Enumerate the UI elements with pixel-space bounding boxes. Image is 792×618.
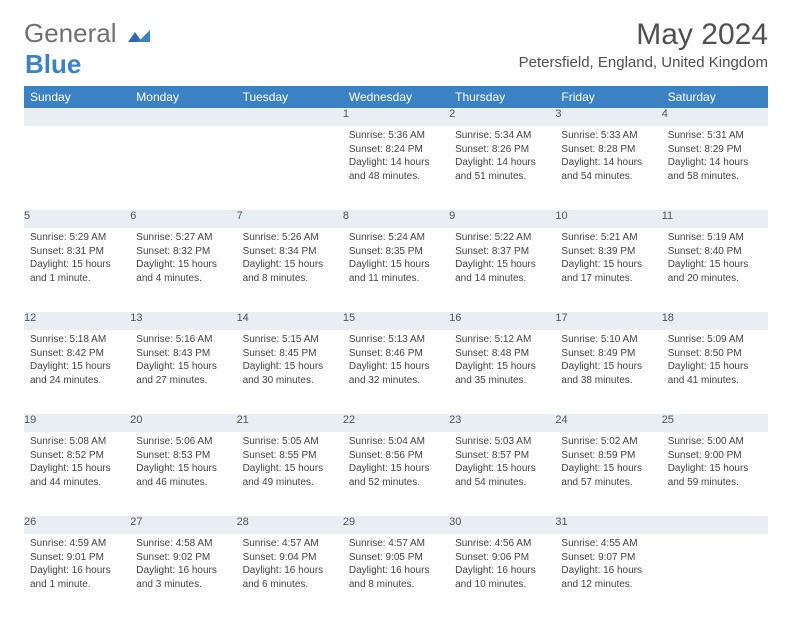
calendar-body: 1234Sunrise: 5:36 AMSunset: 8:24 PMDayli… [24,108,768,618]
day-body: Sunrise: 5:31 AMSunset: 8:29 PMDaylight:… [662,126,768,189]
location: Petersfield, England, United Kingdom [519,54,768,71]
day-body: Sunrise: 4:58 AMSunset: 9:02 PMDaylight:… [130,534,236,597]
logo: General Blue [24,18,150,80]
day-number: 9 [449,210,555,228]
day-number: 17 [555,312,661,330]
day-body: Sunrise: 5:08 AMSunset: 8:52 PMDaylight:… [24,432,130,495]
day-body: Sunrise: 5:24 AMSunset: 8:35 PMDaylight:… [343,228,449,291]
day-number: 11 [662,210,768,228]
day-number: 8 [343,210,449,228]
day-body: Sunrise: 5:16 AMSunset: 8:43 PMDaylight:… [130,330,236,393]
day-body: Sunrise: 5:13 AMSunset: 8:46 PMDaylight:… [343,330,449,393]
day-body: Sunrise: 5:26 AMSunset: 8:34 PMDaylight:… [237,228,343,291]
header-right: May 2024 Petersfield, England, United Ki… [519,18,768,71]
day-number: 12 [24,312,130,330]
day-number: 5 [24,210,130,228]
day-body: Sunrise: 5:18 AMSunset: 8:42 PMDaylight:… [24,330,130,393]
day-number: 4 [662,108,768,126]
day-number: 28 [237,516,343,534]
empty-cell [24,126,130,210]
day-body: Sunrise: 5:34 AMSunset: 8:26 PMDaylight:… [449,126,555,189]
day-body: Sunrise: 5:36 AMSunset: 8:24 PMDaylight:… [343,126,449,189]
empty-cell [662,534,768,618]
day-body: Sunrise: 5:29 AMSunset: 8:31 PMDaylight:… [24,228,130,291]
weekday-header: Sunday [24,86,130,108]
day-body: Sunrise: 5:03 AMSunset: 8:57 PMDaylight:… [449,432,555,495]
day-body: Sunrise: 5:09 AMSunset: 8:50 PMDaylight:… [662,330,768,393]
day-body: Sunrise: 5:12 AMSunset: 8:48 PMDaylight:… [449,330,555,393]
day-number: 20 [130,414,236,432]
day-number: 29 [343,516,449,534]
day-body: Sunrise: 5:33 AMSunset: 8:28 PMDaylight:… [555,126,661,189]
day-body: Sunrise: 5:21 AMSunset: 8:39 PMDaylight:… [555,228,661,291]
weekday-header: Tuesday [237,86,343,108]
day-number: 23 [449,414,555,432]
day-number: 27 [130,516,236,534]
day-body: Sunrise: 4:55 AMSunset: 9:07 PMDaylight:… [555,534,661,597]
day-body: Sunrise: 5:19 AMSunset: 8:40 PMDaylight:… [662,228,768,291]
day-body: Sunrise: 4:57 AMSunset: 9:05 PMDaylight:… [343,534,449,597]
day-number: 30 [449,516,555,534]
day-number: 6 [130,210,236,228]
day-body: Sunrise: 4:57 AMSunset: 9:04 PMDaylight:… [237,534,343,597]
weekday-header: Wednesday [343,86,449,108]
day-body: Sunrise: 4:59 AMSunset: 9:01 PMDaylight:… [24,534,130,597]
day-body: Sunrise: 5:02 AMSunset: 8:59 PMDaylight:… [555,432,661,495]
empty-cell [237,126,343,210]
logo-mark-icon [128,18,150,48]
day-number: 22 [343,414,449,432]
day-body: Sunrise: 5:10 AMSunset: 8:49 PMDaylight:… [555,330,661,393]
empty-cell [130,126,236,210]
day-number: 2 [449,108,555,126]
empty-cell [24,108,130,126]
weekday-header: Friday [555,86,661,108]
day-number: 3 [555,108,661,126]
weekday-header: Monday [130,86,236,108]
day-number: 7 [237,210,343,228]
calendar-table: SundayMondayTuesdayWednesdayThursdayFrid… [24,86,768,618]
day-number: 25 [662,414,768,432]
day-number: 26 [24,516,130,534]
calendar-head: SundayMondayTuesdayWednesdayThursdayFrid… [24,86,768,108]
day-number: 15 [343,312,449,330]
day-body: Sunrise: 5:22 AMSunset: 8:37 PMDaylight:… [449,228,555,291]
day-number: 18 [662,312,768,330]
day-body: Sunrise: 5:04 AMSunset: 8:56 PMDaylight:… [343,432,449,495]
day-body: Sunrise: 5:00 AMSunset: 9:00 PMDaylight:… [662,432,768,495]
day-number: 14 [237,312,343,330]
day-number: 13 [130,312,236,330]
day-number: 1 [343,108,449,126]
day-body: Sunrise: 5:06 AMSunset: 8:53 PMDaylight:… [130,432,236,495]
empty-cell [662,516,768,534]
day-body: Sunrise: 4:56 AMSunset: 9:06 PMDaylight:… [449,534,555,597]
header: General Blue May 2024 Petersfield, Engla… [24,18,768,80]
day-number: 31 [555,516,661,534]
day-body: Sunrise: 5:27 AMSunset: 8:32 PMDaylight:… [130,228,236,291]
day-number: 19 [24,414,130,432]
logo-text-2: Blue [25,49,81,79]
weekday-header: Saturday [662,86,768,108]
weekday-header: Thursday [449,86,555,108]
empty-cell [130,108,236,126]
day-body: Sunrise: 5:05 AMSunset: 8:55 PMDaylight:… [237,432,343,495]
day-number: 16 [449,312,555,330]
empty-cell [237,108,343,126]
day-number: 21 [237,414,343,432]
day-number: 10 [555,210,661,228]
day-number: 24 [555,414,661,432]
month-title: May 2024 [519,18,768,52]
day-body: Sunrise: 5:15 AMSunset: 8:45 PMDaylight:… [237,330,343,393]
logo-text-1: General [24,18,117,48]
